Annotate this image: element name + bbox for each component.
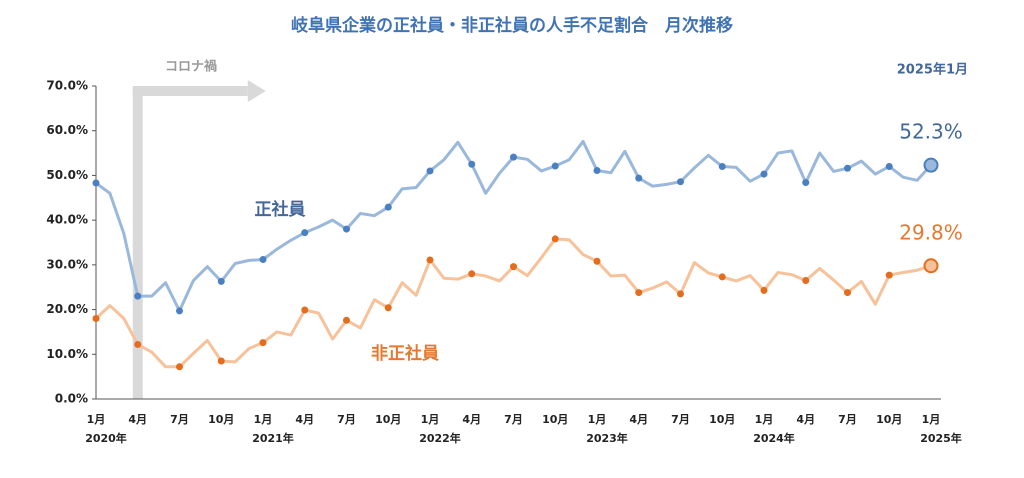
year-label: 2025年 (920, 431, 962, 445)
marker (259, 339, 267, 347)
marker (176, 363, 183, 371)
year-label: 2023年 (586, 431, 628, 445)
y-tick-label: 10.0% (46, 347, 88, 361)
end-marker (923, 157, 939, 173)
marker (802, 179, 810, 187)
marker (510, 263, 517, 271)
marker (760, 170, 768, 178)
marker (802, 277, 810, 285)
marker (468, 160, 476, 168)
x-tick-label: 7月 (337, 413, 356, 426)
marker (468, 270, 476, 278)
marker (593, 167, 601, 175)
marker (301, 229, 309, 237)
marker (551, 235, 559, 243)
value-label: 52.3% (899, 120, 963, 144)
x-tick-label: 1月 (922, 413, 941, 426)
marker (259, 255, 267, 263)
marker (677, 178, 684, 186)
y-tick-label: 40.0% (46, 213, 88, 227)
x-tick-label: 7月 (170, 413, 189, 426)
marker (343, 225, 350, 233)
marker (551, 162, 559, 170)
year-label: 2024年 (753, 431, 795, 445)
marker (384, 203, 392, 211)
year-label: 2021年 (252, 431, 294, 445)
marker (384, 304, 392, 312)
marker (134, 292, 142, 300)
marker (593, 257, 601, 265)
series-name: 非正社員 (371, 343, 439, 364)
marker (844, 164, 851, 172)
year-label: 2020年 (85, 431, 127, 445)
value-label: 29.8% (899, 220, 963, 244)
period-bar (132, 88, 143, 399)
x-tick-label: 10月 (709, 413, 735, 426)
x-tick-label: 4月 (128, 413, 147, 426)
marker (343, 316, 350, 324)
marker (635, 289, 643, 297)
x-tick-label: 1月 (421, 413, 440, 426)
x-tick-label: 1月 (87, 413, 106, 426)
marker (426, 167, 434, 175)
marker (217, 357, 225, 365)
marker (301, 306, 309, 314)
y-tick-label: 70.0% (46, 79, 88, 93)
x-tick-label: 1月 (755, 413, 774, 426)
x-tick-label: 10月 (876, 413, 902, 426)
y-tick-label: 50.0% (46, 168, 88, 182)
marker (760, 286, 768, 294)
marker (844, 289, 851, 297)
marker (134, 340, 142, 348)
series-name: 正社員 (255, 199, 306, 220)
x-tick-label: 7月 (838, 413, 857, 426)
x-tick-label: 7月 (671, 413, 690, 426)
marker (217, 277, 225, 285)
marker (510, 153, 517, 161)
x-tick-label: 1月 (588, 413, 607, 426)
x-tick-label: 10月 (208, 413, 234, 426)
latest-label: 2025年1月 (897, 62, 968, 78)
period-arrow-head (247, 80, 266, 102)
x-tick-label: 4月 (796, 413, 815, 426)
marker (677, 290, 684, 298)
marker (176, 307, 183, 315)
series-line (95, 139, 933, 313)
marker (635, 174, 643, 182)
marker (426, 256, 434, 264)
x-tick-label: 10月 (542, 413, 568, 426)
period-arrow-shaft (132, 86, 248, 96)
x-tick-label: 4月 (629, 413, 648, 426)
marker (718, 273, 726, 281)
series-line (94, 237, 932, 369)
x-tick-label: 1月 (254, 413, 273, 426)
marker (92, 315, 100, 323)
year-label: 2022年 (419, 431, 461, 445)
marker (885, 162, 893, 170)
y-tick-label: 20.0% (46, 302, 88, 316)
end-marker (923, 258, 939, 274)
marker (718, 162, 726, 170)
period-label: コロナ禍 (165, 59, 217, 75)
marker (885, 271, 893, 279)
x-tick-label: 10月 (375, 413, 401, 426)
y-tick-label: 30.0% (46, 257, 88, 271)
y-tick-label: 0.0% (55, 392, 88, 406)
marker (92, 179, 100, 187)
x-tick-label: 7月 (504, 413, 523, 426)
x-tick-label: 4月 (462, 413, 481, 426)
chart-title: 岐阜県企業の正社員・非正社員の人手不足割合 月次推移 (291, 15, 733, 36)
y-tick-label: 60.0% (46, 123, 88, 137)
x-tick-label: 4月 (295, 413, 314, 426)
